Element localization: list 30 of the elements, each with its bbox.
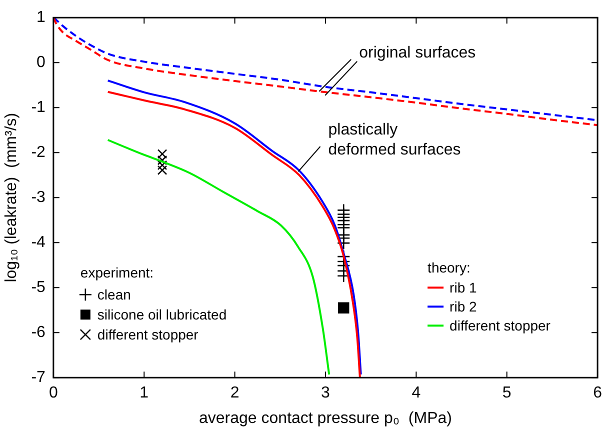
x-axis-title: average contact pressure p₀ (MPa) [198,410,452,427]
y-tick-label: 0 [36,54,46,72]
point [338,302,350,314]
legend-label: silicone oil lubricated [97,306,227,323]
y-tick-label: -5 [31,279,46,296]
y-tick-label: 1 [36,9,46,26]
legend-label: rib 1 [450,280,477,296]
x-tick-label: 4 [412,384,421,402]
y-tick-label: -1 [31,99,46,116]
point [336,236,350,250]
y-tick-label: -7 [31,369,46,386]
x-tick-label: 1 [140,384,149,402]
legend-label: rib 2 [450,298,477,315]
annotation: plastically deformed surfaces [328,122,461,158]
x-tick-label: 3 [321,384,330,402]
y-tick-label: -2 [31,144,46,162]
y-tick-label: -6 [31,324,46,342]
y-tick-label: -3 [31,189,46,206]
x-tick-label: 6 [593,384,602,402]
y-axis-title: log₁₀ (leakrate) (mm³/s) [3,112,20,282]
legend-title: theory: [428,260,470,276]
legend-label: different stopper [450,318,551,334]
legend-label: clean [97,286,131,303]
x-tick-label: 5 [502,384,512,402]
legend-label: different stopper [97,326,199,343]
x-tick-label: 0 [48,384,58,402]
annotation: original surfaces [359,44,476,62]
x-tick-label: 2 [230,384,240,402]
y-tick-label: -4 [31,234,46,252]
annotation: experiment: [80,264,154,281]
